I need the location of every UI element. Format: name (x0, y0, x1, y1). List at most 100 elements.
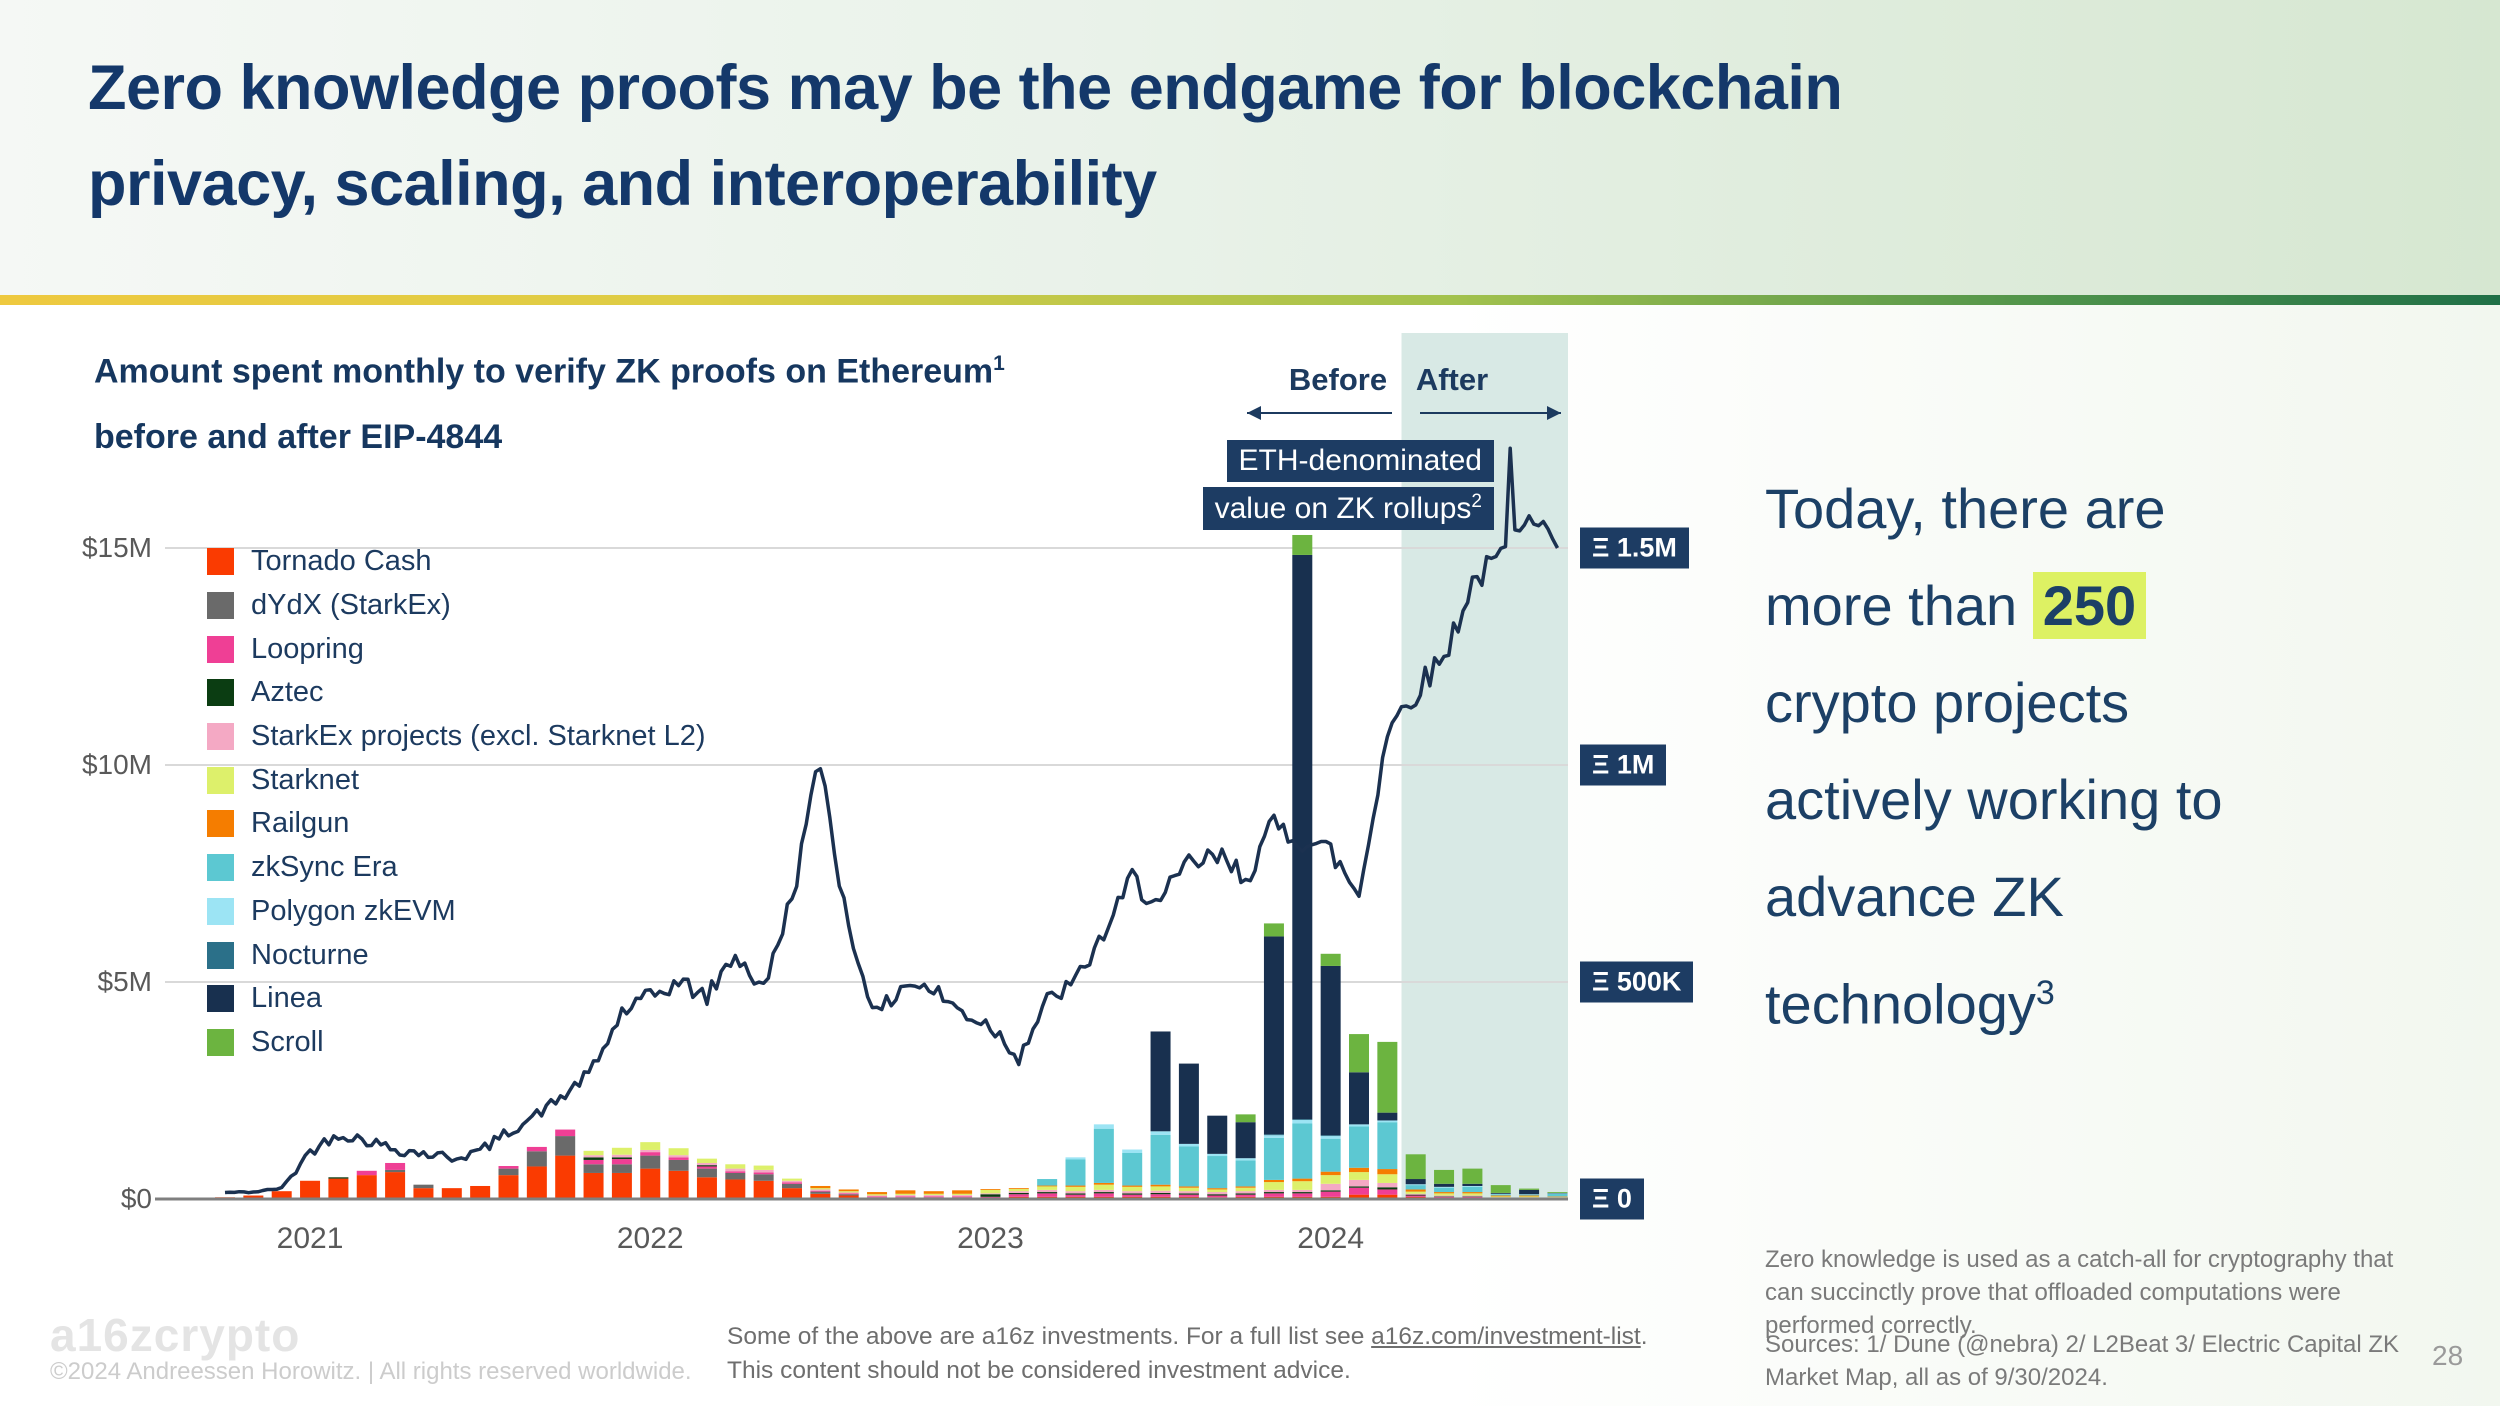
bar-segment (1292, 1120, 1313, 1124)
bar-segment (696, 1177, 717, 1199)
bar-segment (1065, 1193, 1086, 1195)
legend-swatch (207, 548, 234, 576)
bar-segment (1037, 1185, 1058, 1187)
bar-segment (838, 1194, 859, 1196)
bar-segment (1462, 1193, 1483, 1196)
bar-segment (1292, 1123, 1313, 1179)
bar-segment (1207, 1195, 1228, 1198)
bar-segment (782, 1182, 802, 1184)
bar-segment (640, 1142, 661, 1150)
bar-segment (640, 1152, 661, 1156)
legend-label: Linea (251, 982, 322, 1015)
headline-line: actively working to (1765, 768, 2223, 831)
bar-segment (725, 1164, 746, 1169)
bar-segment (1377, 1182, 1398, 1188)
bar-segment (271, 1191, 292, 1199)
bar-segment (1490, 1185, 1511, 1193)
bar-segment (1178, 1143, 1199, 1147)
bar-segment (356, 1170, 377, 1176)
bar-segment (1178, 1187, 1199, 1192)
bar-segment (1434, 1169, 1455, 1184)
bar-segment (810, 1189, 831, 1191)
bar-segment (1263, 1189, 1284, 1193)
bar-segment (1320, 1183, 1341, 1191)
bar-segment (1462, 1196, 1483, 1198)
headline-line: crypto projects (1765, 671, 2130, 734)
bar-segment (696, 1165, 717, 1167)
bar-segment (356, 1175, 377, 1199)
bar-segment (1207, 1115, 1228, 1154)
bar-segment (1207, 1153, 1228, 1157)
legend-item: Starknet (207, 758, 706, 802)
bar-segment (1122, 1152, 1143, 1186)
bar-segment (1349, 1124, 1369, 1127)
bar-segment (1320, 1136, 1341, 1139)
legend-swatch (207, 766, 234, 794)
bar-segment (668, 1170, 689, 1199)
bar-segment (555, 1155, 576, 1199)
bar-segment (838, 1192, 859, 1194)
bar-segment (441, 1188, 462, 1199)
bar-segment (1178, 1146, 1199, 1187)
bar-segment (470, 1185, 491, 1199)
bar-segment (1037, 1189, 1058, 1193)
legend-swatch (207, 941, 234, 969)
bar-segment (1434, 1186, 1455, 1188)
legend-label: dYdX (StarkEx) (251, 589, 451, 622)
bar-segment (1235, 1191, 1256, 1194)
bar-segment (1434, 1196, 1455, 1198)
legend-item: Railgun (207, 802, 706, 846)
page-title: Zero knowledge proofs may be the endgame… (0, 0, 2500, 232)
bar-segment (1292, 1193, 1313, 1197)
legend-swatch (207, 985, 234, 1013)
bar-segment (1292, 1119, 1313, 1121)
bar-segment (1292, 1181, 1313, 1190)
legend-swatch (207, 592, 234, 620)
bar-segment (1519, 1196, 1540, 1198)
eth-value-line (224, 446, 1560, 1195)
legend-swatch (207, 635, 234, 663)
bar-segment (611, 1159, 632, 1165)
headline: Today, there are more than 250 crypto proj… (1765, 460, 2465, 1053)
bar-segment (895, 1195, 916, 1197)
bar-segment (1122, 1185, 1143, 1187)
bar-segment (640, 1149, 661, 1153)
legend-item: Polygon zkEVM (207, 890, 706, 934)
bar-segment (498, 1168, 519, 1176)
bar-segment (1150, 1192, 1171, 1195)
bar-segment (1547, 1193, 1568, 1197)
bar-segment (782, 1188, 802, 1199)
bar-segment (328, 1177, 349, 1179)
bar-segment (1405, 1195, 1426, 1197)
bar-segment (1122, 1191, 1143, 1194)
bar-segment (1150, 1134, 1171, 1185)
bar-segment (1235, 1160, 1256, 1187)
legend-item: Aztec (207, 671, 706, 715)
after-label: After (1415, 362, 1489, 397)
bar-segment (583, 1159, 604, 1165)
bar-segment (611, 1147, 632, 1155)
investment-list-link[interactable]: a16z.com/investment-list (1371, 1323, 1641, 1350)
page-number: 28 (2432, 1340, 2464, 1371)
bar-segment (583, 1164, 604, 1173)
bar-segment (1037, 1186, 1058, 1190)
right-axis-chip: Ξ 500K (1580, 961, 1694, 1003)
legend-label: Starknet (251, 763, 359, 796)
legend-swatch (207, 679, 234, 707)
bar-segment (1292, 1178, 1313, 1182)
bar-segment (1093, 1189, 1114, 1193)
legend-item: Linea (207, 977, 706, 1021)
after-arrow-head (1547, 406, 1561, 420)
legend-label: Aztec (251, 676, 324, 709)
bar-segment (1235, 1186, 1256, 1188)
headline-highlight: 250 (2032, 572, 2147, 639)
bar-segment (1320, 1191, 1341, 1197)
bar-segment (696, 1166, 717, 1169)
x-axis-label: 2021 (276, 1222, 344, 1255)
header: Zero knowledge proofs may be the endgame… (0, 0, 2500, 295)
bar-segment (1462, 1192, 1483, 1194)
bar-segment (782, 1183, 802, 1189)
bar-segment (243, 1195, 264, 1199)
bar-segment (1349, 1186, 1369, 1188)
bar-segment (1207, 1188, 1228, 1190)
